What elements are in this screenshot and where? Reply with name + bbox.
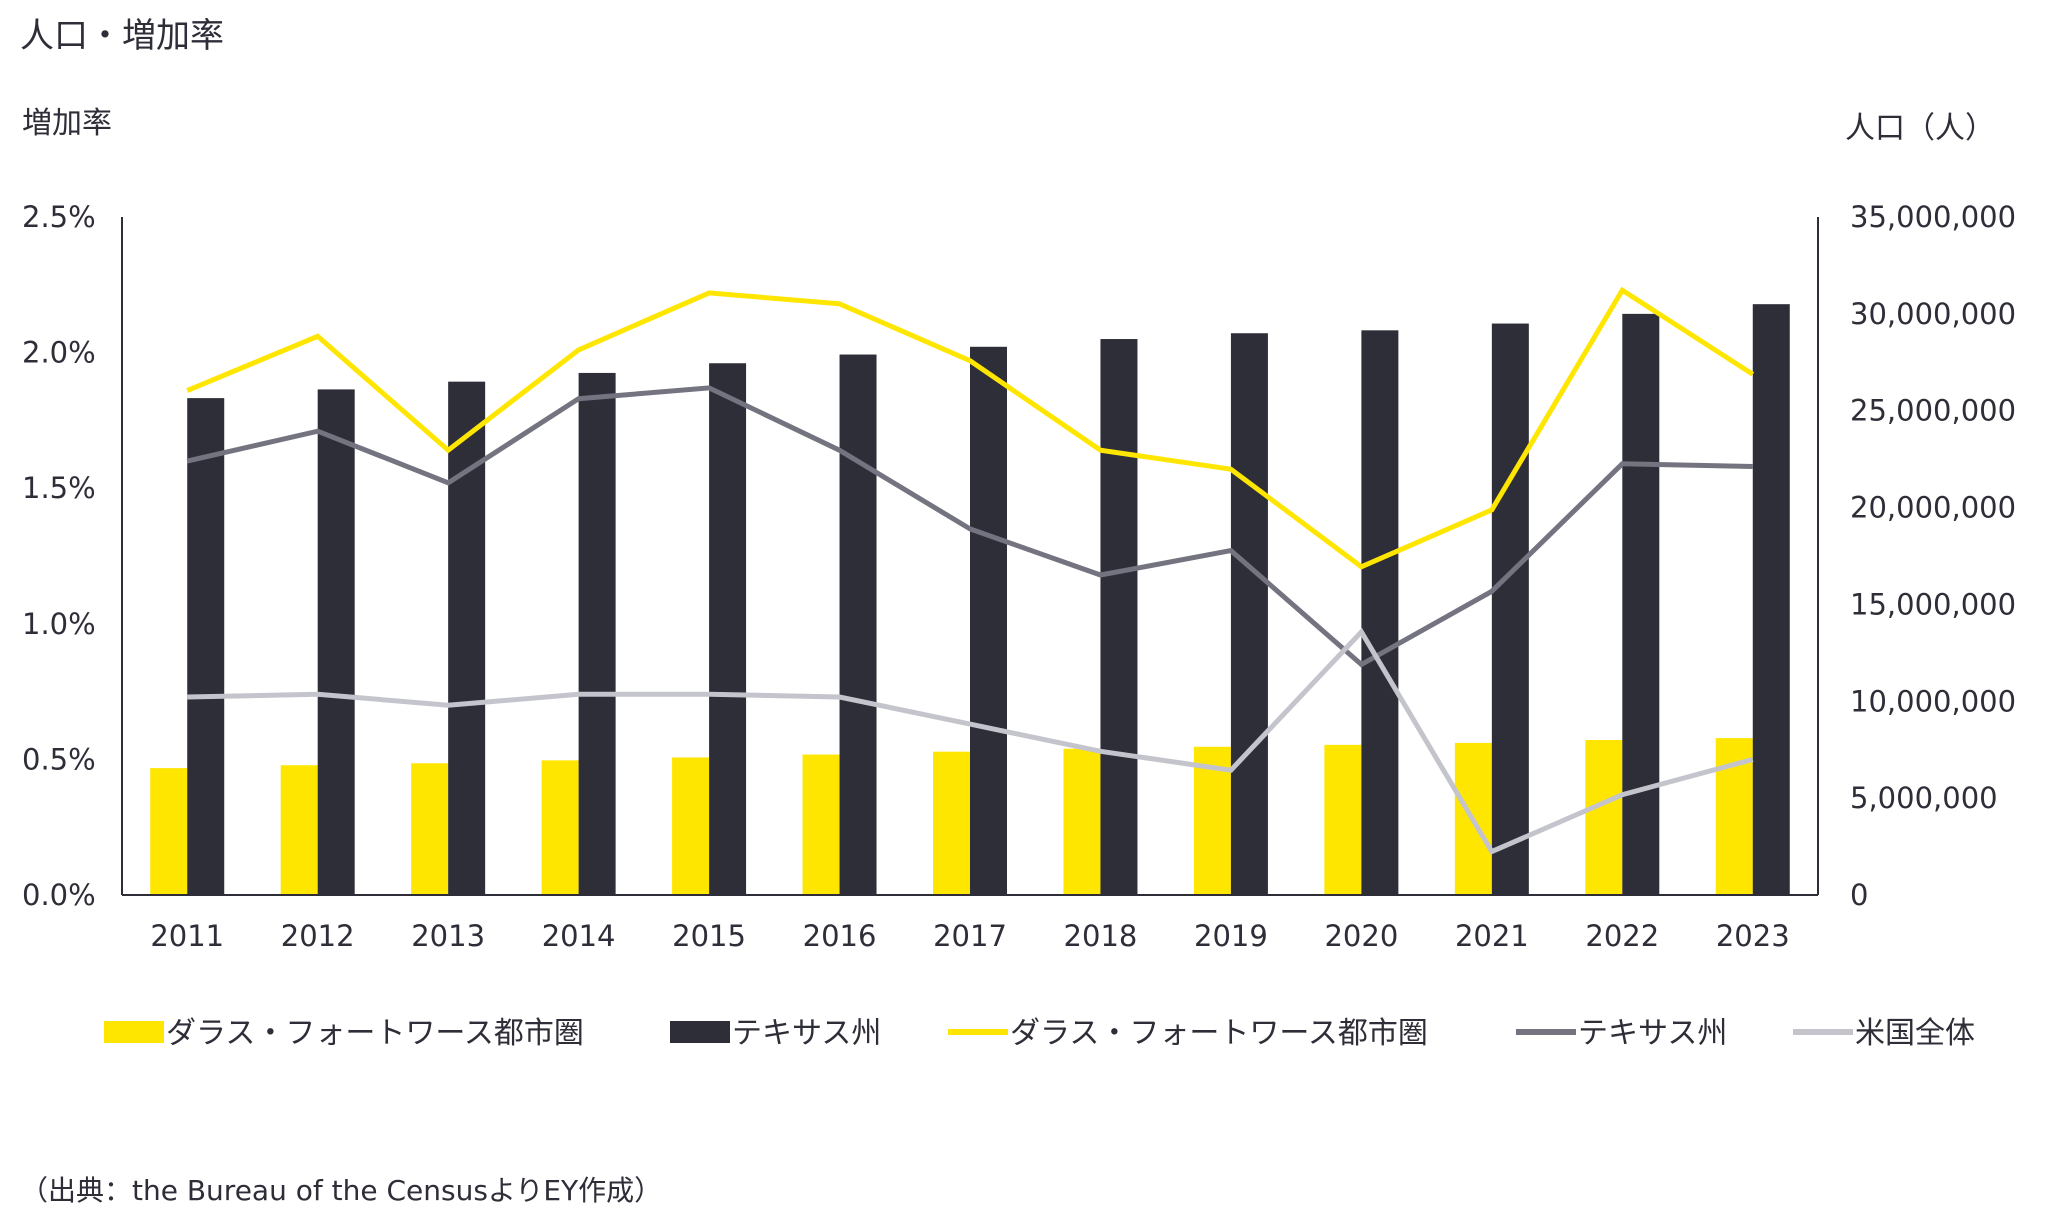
bar-texas-2017 (970, 346, 1007, 895)
x-tick-label: 2019 (1194, 919, 1268, 953)
left-tick-label: 1.5% (22, 471, 96, 505)
x-axis-ticks: 2011 2012 2013 2014 2015 2016 2017 2018 2019 2020… (150, 919, 1789, 953)
right-tick-label: 5,000,000 (1850, 781, 1998, 815)
legend-swatch-0 (104, 1021, 164, 1043)
x-tick-label: 2011 (150, 919, 224, 953)
bar-dfw-2014 (541, 760, 579, 895)
bar-texas-2012 (317, 389, 355, 895)
right-axis-label: 人口（人） (1845, 111, 1995, 146)
right-tick-label: 35,000,000 (1850, 200, 2016, 234)
right-tick-label: 15,000,000 (1850, 587, 2016, 621)
bar-texas-2023 (1752, 304, 1790, 896)
x-tick-label: 2016 (803, 919, 877, 953)
x-tick-label: 2015 (672, 919, 746, 953)
bar-texas-2022 (1622, 313, 1660, 895)
x-tick-label: 2020 (1324, 919, 1398, 953)
source-note: （出典：the Bureau of the CensusよりEY作成） (20, 1174, 662, 1207)
bar-texas-2016 (839, 354, 877, 896)
legend-label-0: ダラス・フォートワース都市圏 (166, 1016, 584, 1051)
line-layer (186, 286, 1755, 855)
legend-swatch-1 (670, 1021, 730, 1043)
x-tick-label: 2021 (1455, 919, 1529, 953)
bar-dfw-2013 (411, 763, 449, 895)
left-tick-label: 0.0% (22, 878, 96, 912)
bar-texas-2019 (1230, 333, 1268, 895)
bar-dfw-2020 (1324, 744, 1362, 895)
right-tick-label: 0 (1850, 878, 1868, 912)
left-tick-label: 1.0% (22, 607, 96, 641)
right-tick-label: 25,000,000 (1850, 394, 2016, 428)
bar-texas-2020 (1361, 330, 1399, 895)
bar-texas-2018 (1100, 339, 1138, 895)
bar-texas-2014 (578, 372, 616, 895)
bar-texas-2011 (187, 398, 225, 895)
bar-dfw-2022 (1585, 740, 1623, 895)
chart-title: 人口・増加率 (20, 16, 224, 56)
line-texas-growth (186, 385, 1753, 668)
bar-dfw-2017 (933, 751, 970, 895)
bar-layer (150, 304, 1790, 896)
legend-label-4: 米国全体 (1855, 1016, 1975, 1051)
bar-dfw-2012 (280, 765, 318, 895)
x-tick-label: 2014 (542, 919, 616, 953)
right-tick-label: 10,000,000 (1850, 684, 2016, 718)
left-axis-ticks: 0.0% 0.5% 1.0% 1.5% 2.0% 2.5% (22, 200, 96, 912)
x-tick-label: 2013 (411, 919, 485, 953)
bar-texas-2021 (1491, 323, 1529, 895)
right-axis-ticks: 0 5,000,000 10,000,000 15,000,000 20,000,000… (1850, 200, 2016, 912)
left-tick-label: 0.5% (22, 742, 96, 776)
legend-label-1: テキサス州 (732, 1016, 881, 1051)
left-tick-label: 2.5% (22, 200, 96, 234)
bar-texas-2013 (448, 381, 486, 896)
line-us-growth (187, 627, 1754, 855)
bar-dfw-2018 (1063, 748, 1101, 895)
right-tick-label: 30,000,000 (1850, 297, 2016, 331)
x-tick-label: 2023 (1716, 919, 1790, 953)
line-dfw-growth (186, 286, 1755, 570)
bar-texas-2015 (709, 363, 747, 895)
bar-dfw-2016 (802, 754, 840, 895)
x-tick-label: 2018 (1064, 919, 1138, 953)
x-tick-label: 2012 (281, 919, 355, 953)
bar-dfw-2011 (150, 768, 188, 895)
x-tick-label: 2022 (1585, 919, 1659, 953)
left-tick-label: 2.0% (22, 336, 96, 370)
right-tick-label: 20,000,000 (1850, 491, 2016, 525)
bar-dfw-2015 (672, 757, 710, 895)
legend-label-2: ダラス・フォートワース都市圏 (1010, 1016, 1428, 1051)
left-axis-label: 増加率 (22, 106, 112, 141)
legend: ダラス・フォートワース都市圏 テキサス州 ダラス・フォートワース都市圏 テキサス州 米国… (104, 1016, 1975, 1051)
x-tick-label: 2017 (933, 919, 1007, 953)
legend-label-3: テキサス州 (1578, 1016, 1727, 1051)
